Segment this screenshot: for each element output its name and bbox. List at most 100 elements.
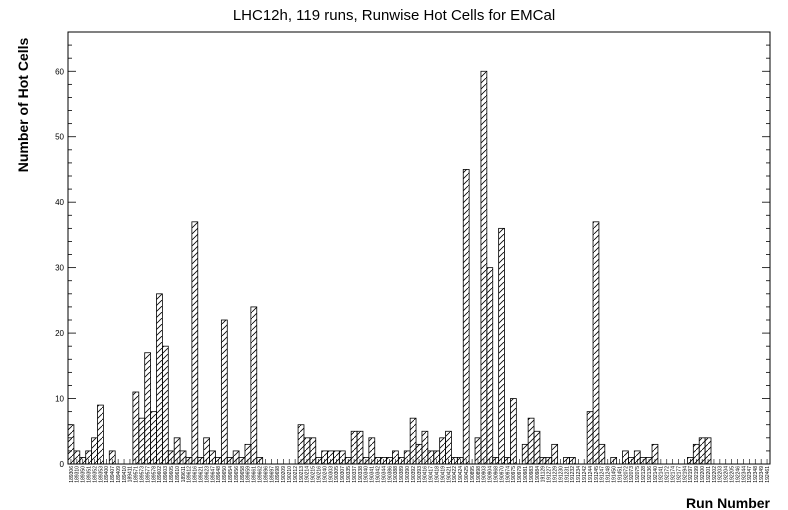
x-tick-label: 192073 [629, 466, 635, 483]
x-tick-label: 189350 [81, 466, 87, 483]
x-tick-label: 189351 [86, 466, 92, 483]
x-tick-label: 190904 [488, 466, 494, 483]
x-tick-label: 192202 [712, 466, 718, 483]
x-tick-label: 189623 [204, 466, 210, 483]
x-tick-label: 189353 [98, 466, 104, 483]
x-tick-label: 189603 [163, 466, 169, 483]
y-tick-label: 60 [55, 67, 64, 76]
x-tick-label: 192075 [635, 466, 641, 483]
x-tick-label: 190425 [464, 466, 470, 483]
x-tick-label: 189654 [228, 466, 234, 483]
x-tick-label: 190970 [499, 466, 505, 483]
x-tick-label: 189658 [240, 466, 246, 483]
x-tick-label: 191450 [611, 466, 617, 483]
x-tick-label: 189352 [92, 466, 98, 483]
histogram-bar [132, 391, 140, 465]
x-tick-label: 192205 [729, 466, 735, 483]
x-tick-label: 189621 [199, 466, 205, 483]
x-tick-label: 189306 [69, 466, 75, 483]
x-tick-label: 190895 [470, 466, 476, 483]
x-tick-label: 191227 [547, 466, 553, 483]
x-tick-label: 190307 [340, 466, 346, 483]
x-tick-label: 192349 [759, 466, 765, 483]
x-tick-label: 189411 [128, 466, 134, 483]
x-tick-label: 190210 [287, 466, 293, 483]
x-tick-label: 192141 [659, 466, 665, 483]
histogram-bar [297, 424, 305, 465]
x-tick-label: 189611 [181, 466, 187, 483]
x-tick-label: 190338 [358, 466, 364, 483]
histogram-bar [138, 417, 146, 465]
x-tick-label: 190981 [523, 466, 529, 483]
x-tick-label: 192136 [647, 466, 653, 483]
y-tick-label: 50 [55, 133, 64, 142]
x-tick-label: 192200 [700, 466, 706, 483]
x-tick-label: 190341 [370, 466, 376, 483]
x-tick-label: 192128 [641, 466, 647, 483]
x-tick-label: 192203 [718, 466, 724, 483]
x-tick-label: 192194 [682, 466, 688, 483]
x-tick-label: 190212 [293, 466, 299, 483]
x-tick-label: 190386 [387, 466, 393, 483]
x-tick-label: 191242 [582, 466, 588, 483]
x-tick-label: 189573 [140, 466, 146, 483]
x-tick-label: 190979 [517, 466, 523, 483]
x-tick-label: 190421 [446, 466, 452, 483]
histogram-bar [592, 221, 600, 465]
y-tick-label: 20 [55, 329, 64, 338]
x-tick-label: 192246 [735, 466, 741, 483]
x-tick-label: 192348 [753, 466, 759, 483]
x-tick-label: 189407 [110, 466, 116, 483]
x-tick-label: 191229 [552, 466, 558, 483]
x-tick-label: 192140 [653, 466, 659, 483]
plot-frame [67, 31, 771, 465]
histogram-bar [462, 169, 470, 465]
x-tick-label: 190975 [511, 466, 517, 483]
x-tick-label: 190418 [435, 466, 441, 483]
x-tick-label: 190209 [281, 466, 287, 483]
x-tick-label: 189659 [246, 466, 252, 483]
x-tick-label: 189698 [275, 466, 281, 483]
x-tick-label: 190388 [393, 466, 399, 483]
x-tick-label: 192204 [724, 466, 730, 483]
y-tick-label: 40 [55, 198, 64, 207]
x-tick-label: 191244 [588, 466, 594, 483]
x-tick-label: 190419 [440, 466, 446, 483]
histogram-bar [486, 267, 494, 465]
histogram-bar [480, 70, 488, 465]
x-tick-label: 192199 [694, 466, 700, 483]
x-tick-label: 189661 [252, 466, 258, 483]
x-tick-label: 191451 [617, 466, 623, 483]
x-tick-label: 192201 [706, 466, 712, 483]
histogram-bar [250, 306, 258, 465]
x-tick-label: 189697 [269, 466, 275, 483]
x-tick-label: 190214 [305, 466, 311, 483]
y-tick-label: 10 [55, 395, 64, 404]
x-tick-label: 189400 [104, 466, 110, 483]
x-tick-label: 190342 [376, 466, 382, 483]
histogram-bar [156, 293, 163, 465]
histogram-bar [586, 411, 594, 465]
x-tick-label: 189662 [258, 466, 264, 483]
x-tick-label: 189577 [145, 466, 151, 483]
x-tick-label: 189602 [157, 466, 163, 483]
x-tick-label: 192347 [747, 466, 753, 483]
x-tick-label: 192172 [665, 466, 671, 483]
x-tick-label: 191231 [564, 466, 570, 483]
y-tick-label: 30 [55, 264, 64, 273]
x-tick-label: 192174 [670, 466, 676, 483]
x-tick-label: 189647 [210, 466, 216, 483]
x-axis-label: Run Number [686, 495, 771, 510]
x-tick-label: 191248 [606, 466, 612, 483]
x-tick-label: 190240 [322, 466, 328, 483]
x-tick-label: 189571 [134, 466, 140, 483]
histogram-bar [527, 417, 535, 465]
x-tick-label: 190389 [399, 466, 405, 483]
histogram-bar [498, 227, 505, 465]
histogram-bar [191, 221, 199, 465]
x-tick-label: 190344 [381, 466, 387, 483]
y-axis-label: Number of Hot Cells [15, 38, 31, 173]
x-tick-label: 189696 [263, 466, 269, 483]
x-tick-label: 189648 [216, 466, 222, 483]
